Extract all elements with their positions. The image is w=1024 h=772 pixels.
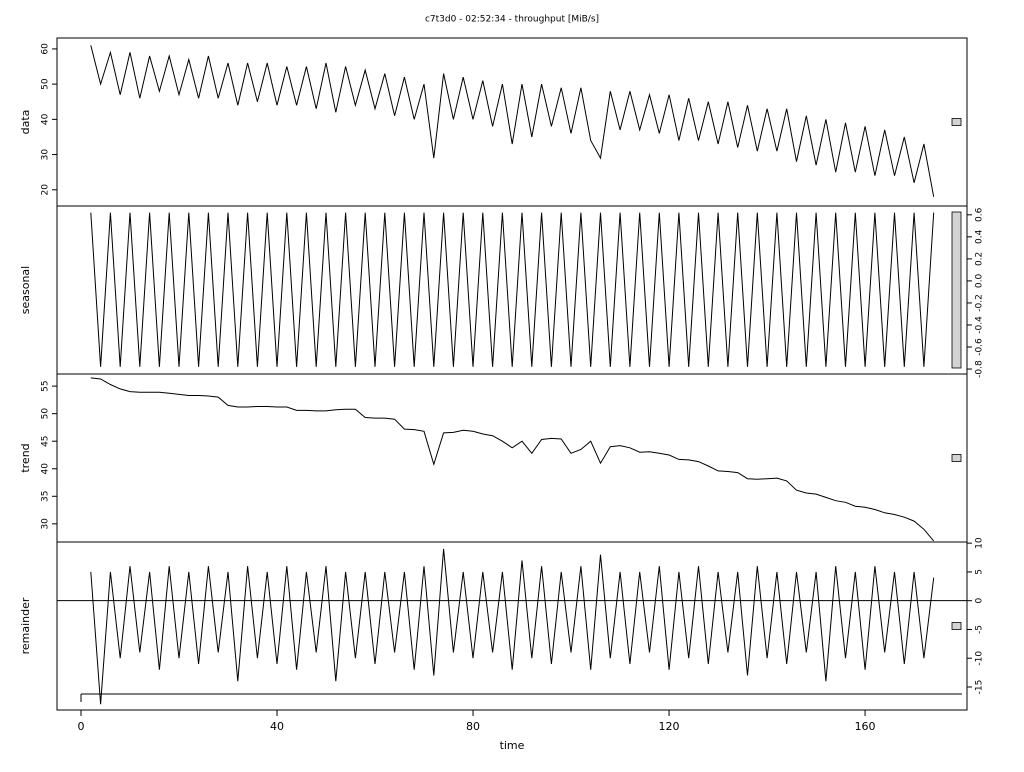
y-tick-label: 20 <box>41 184 51 196</box>
chart-title: c7t3d0 - 02:52:34 - throughput [MiB/s] <box>425 15 599 25</box>
y-tick-label: 30 <box>41 149 51 161</box>
y-tick-label: 0.0 <box>975 273 985 288</box>
y-tick-label: 0 <box>975 598 985 604</box>
panel-frame <box>56 541 968 711</box>
y-axis-label: remainder <box>19 597 32 654</box>
y-tick-label: -5 <box>975 625 985 634</box>
y-tick-label: -0.6 <box>975 338 985 356</box>
y-tick-label: -10 <box>975 651 985 666</box>
y-axis-label: data <box>19 110 32 135</box>
x-tick-label: 80 <box>466 720 480 733</box>
y-tick-label: 45 <box>41 435 51 446</box>
y-axis-label: trend <box>19 443 32 472</box>
y-tick-label: 5 <box>975 569 985 575</box>
y-tick-label: 60 <box>41 43 51 55</box>
x-axis-label: time <box>500 739 525 752</box>
y-tick-label: 55 <box>41 380 51 391</box>
y-tick-label: 40 <box>41 463 51 475</box>
range-bar <box>951 454 962 462</box>
y-tick-label: 0.2 <box>975 252 985 266</box>
y-tick-label: 35 <box>41 491 51 502</box>
y-tick-label: 40 <box>41 113 51 125</box>
y-axis-label: seasonal <box>19 266 32 314</box>
y-tick-label: -0.8 <box>975 360 985 378</box>
x-tick-label: 160 <box>855 720 876 733</box>
range-bar <box>951 622 962 630</box>
x-tick-label: 120 <box>659 720 680 733</box>
y-tick-label: 0.4 <box>975 229 985 244</box>
x-tick-label: 0 <box>78 720 85 733</box>
series-line <box>90 212 935 367</box>
y-tick-label: -0.2 <box>975 294 985 312</box>
y-tick-label: 0.6 <box>975 207 985 222</box>
y-tick-label: -15 <box>975 680 985 695</box>
y-tick-label: 50 <box>41 78 51 90</box>
y-tick-label: -0.4 <box>975 316 985 334</box>
y-tick-label: 30 <box>41 518 51 530</box>
series-line <box>90 377 935 542</box>
range-bar <box>951 211 962 369</box>
range-bar <box>951 118 962 126</box>
y-tick-label: 50 <box>41 408 51 420</box>
series-line <box>90 548 935 705</box>
series-line <box>90 45 935 197</box>
y-tick-label: 10 <box>975 537 985 549</box>
x-tick-label: 40 <box>270 720 284 733</box>
